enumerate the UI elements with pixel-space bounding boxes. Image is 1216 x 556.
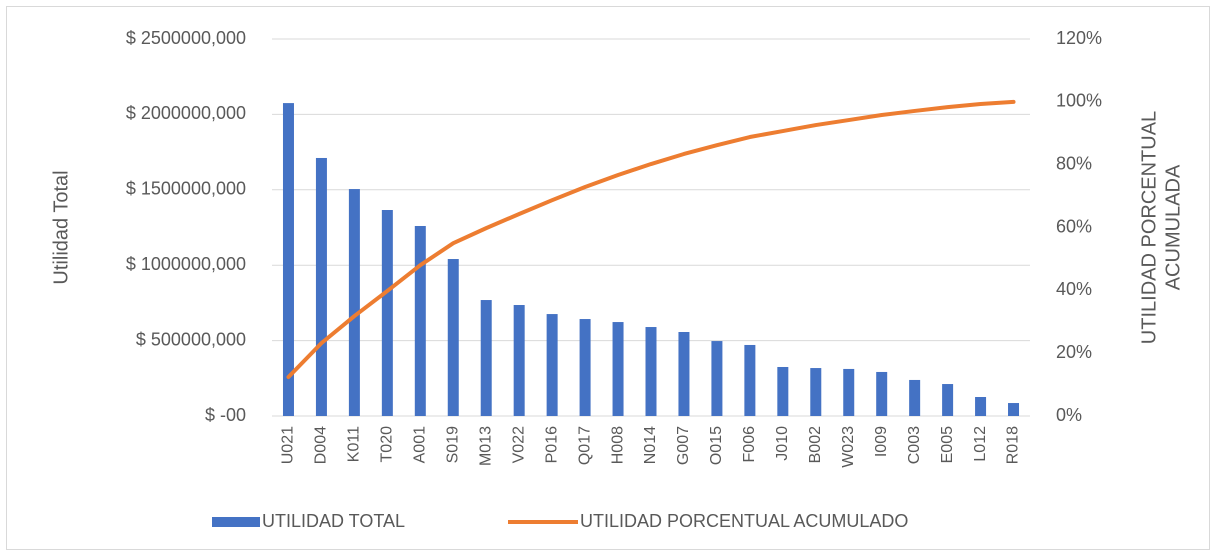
bar [348,189,360,416]
bar [381,210,393,416]
x-tick-label: M013 [477,426,494,466]
x-tick-label: B002 [807,426,824,463]
bar [315,157,327,416]
x-tick-label: V022 [510,426,527,463]
bar [645,327,657,416]
y2-tick-label: 20% [1056,342,1092,362]
bar [810,368,822,416]
bar [876,371,888,416]
y-tick-label: $ 2000000,000 [126,103,246,123]
bar [513,305,525,416]
bar [579,319,591,416]
chart-border [6,6,1210,550]
y2-tick-label: 60% [1056,216,1092,236]
bar [282,103,294,416]
bar [975,396,987,416]
y-tick-label: $ -00 [205,405,246,425]
bar [414,225,426,416]
bar [711,341,723,416]
x-tick-label: U021 [280,426,297,464]
y2-tick-label: 100% [1056,91,1102,111]
legend-label: UTILIDAD TOTAL [262,511,405,531]
y-tick-label: $ 1500000,000 [126,179,246,199]
x-tick-label: N014 [642,426,659,464]
y-tick-label: $ 500000,000 [136,329,246,349]
x-tick-label: D004 [313,426,330,464]
legend-label: UTILIDAD PORCENTUAL ACUMULADO [580,511,908,531]
legend-swatch [212,517,260,527]
x-tick-label: E005 [939,426,956,463]
x-tick-label: J010 [774,426,791,461]
bar [546,314,558,416]
x-tick-label: O015 [708,426,725,465]
x-tick-label: C003 [906,426,923,464]
y2-axis-title: ACUMULADA [1162,164,1184,290]
bar [480,300,492,416]
y2-tick-label: 80% [1056,153,1092,173]
x-tick-label: F006 [741,426,758,463]
bar [942,384,954,416]
bar [744,344,756,416]
x-tick-label: K011 [346,426,363,462]
y-tick-label: $ 2500000,000 [126,28,246,48]
x-tick-label: R018 [1005,426,1022,464]
x-tick-label: G007 [675,426,692,465]
y-axis-title: Utilidad Total [50,170,72,284]
x-tick-label: W023 [840,426,857,468]
bar [843,368,855,416]
bar [909,379,921,416]
x-tick-label: T020 [379,426,396,463]
bar [678,332,690,416]
bar [777,366,789,416]
x-tick-label: S019 [444,426,461,463]
bar [1008,403,1020,416]
x-tick-label: A001 [412,426,429,463]
x-tick-label: H008 [609,426,626,464]
line [286,99,1016,380]
y2-tick-label: 0% [1056,405,1082,425]
x-tick-label: P016 [543,426,560,463]
y2-axis-title: UTILIDAD PORCENTUAL [1138,111,1160,344]
y-tick-label: $ 1000000,000 [126,254,246,274]
y2-tick-label: 40% [1056,279,1092,299]
bar [447,259,459,416]
x-tick-label: L012 [972,426,989,462]
bar [612,322,624,416]
y2-tick-label: 120% [1056,28,1102,48]
x-tick-label: I009 [873,426,890,457]
x-tick-label: Q017 [576,426,593,465]
